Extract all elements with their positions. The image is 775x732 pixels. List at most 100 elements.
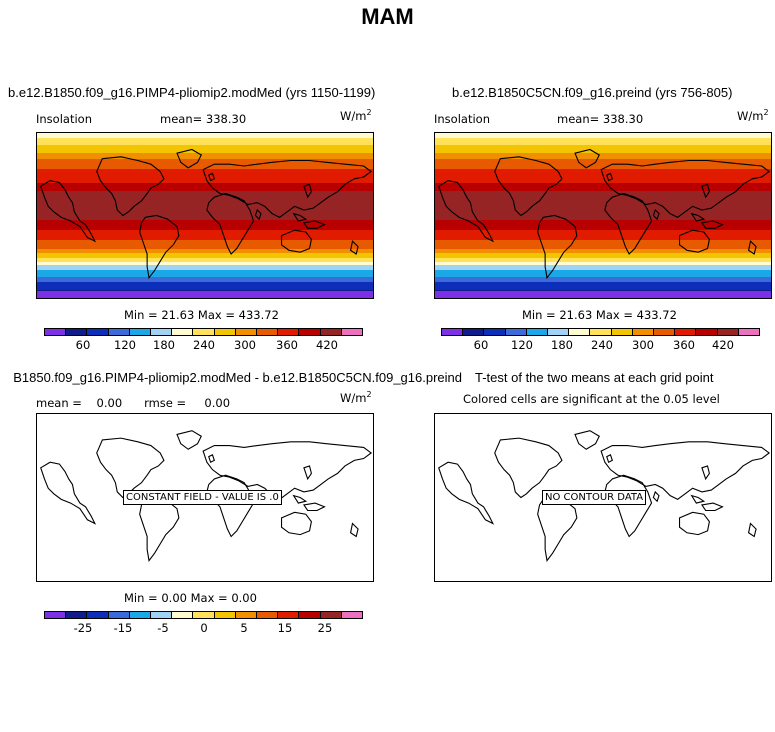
coastline-path [351, 523, 358, 536]
coastline-path [680, 230, 710, 252]
coastline-path [351, 241, 358, 254]
panel3-units: W/m2 [340, 390, 372, 405]
coastline-outline [37, 133, 373, 298]
coastline-path [653, 492, 659, 501]
colorbar-swatch [504, 328, 527, 336]
colorbar-swatch [44, 328, 67, 336]
colorbar-swatch [107, 328, 130, 336]
colorbar-swatch [653, 328, 676, 336]
insolation-band [37, 281, 373, 291]
coastline-path [439, 181, 493, 241]
insolation-band [37, 269, 373, 278]
colorbar-swatch [277, 328, 300, 336]
colorbar-swatch [610, 328, 633, 336]
panel1-title: b.e12.B1850.f09_g16.PIMP4-pliomip2.modMe… [8, 85, 376, 100]
coastline-path [203, 161, 371, 218]
colorbar-swatch [547, 328, 570, 336]
colorbar-swatch [674, 328, 697, 336]
coastline-path [495, 438, 562, 497]
insolation-band [37, 253, 373, 260]
panel1-tick: 120 [114, 338, 136, 352]
coastline-path [207, 475, 254, 536]
panel3-constant-field-label: CONSTANT FIELD - VALUE IS .0 [123, 490, 282, 505]
insolation-band [435, 291, 771, 298]
coastline-path [607, 455, 613, 462]
panel2-title: b.e12.B1850C5CN.f09_g16.preind (yrs 756-… [452, 85, 733, 100]
insolation-band [435, 133, 771, 139]
panel1-tick: 180 [153, 338, 175, 352]
panel1-tick: 60 [75, 338, 91, 352]
coastline-path [294, 214, 306, 221]
coastline-path [702, 466, 709, 479]
panel1-tick: 240 [193, 338, 215, 352]
coastline-path [495, 157, 562, 216]
coastline-path [605, 475, 652, 536]
coastline-path [749, 523, 756, 536]
insolation-band [435, 152, 771, 161]
colorbar-swatch [150, 611, 173, 619]
coastline-path [255, 210, 261, 219]
panel2-colorbar [441, 328, 761, 336]
panel2-minmax: Min = 21.63 Max = 433.72 [522, 308, 677, 322]
insolation-band [435, 144, 771, 154]
colorbar-swatch [277, 611, 300, 619]
coastline-path [538, 216, 577, 278]
coastline-path [209, 173, 215, 180]
colorbar-swatch [256, 611, 279, 619]
insolation-band [435, 265, 771, 271]
coastline-path [209, 455, 215, 462]
panel2-tick: 360 [673, 338, 695, 352]
coastline-path [605, 194, 652, 255]
colorbar-swatch [298, 611, 321, 619]
coastline-path [140, 498, 179, 561]
panel4-title: T-test of the two means at each grid poi… [475, 370, 714, 385]
insolation-band [435, 281, 771, 291]
insolation-band [37, 144, 373, 154]
insolation-band [435, 230, 771, 242]
insolation-band [37, 289, 373, 293]
coastline-path [41, 181, 95, 241]
page-title: MAM [361, 4, 414, 29]
colorbar-swatch [631, 328, 655, 336]
insolation-band [37, 137, 373, 146]
insolation-band [435, 220, 771, 232]
insolation-band [435, 253, 771, 260]
colorbar-swatch [171, 611, 194, 619]
coastline-path [203, 442, 371, 500]
colorbar-swatch [319, 328, 342, 336]
coastline-path [177, 431, 201, 450]
panel1-mean-label: mean= 338.30 [160, 112, 247, 126]
coastline-path [680, 512, 710, 534]
colorbar-swatch [298, 328, 321, 336]
colorbar-swatch [737, 328, 761, 336]
colorbar-swatch [86, 611, 109, 619]
colorbar-swatch [128, 611, 152, 619]
colorbar-swatch [483, 328, 506, 336]
colorbar-swatch [44, 611, 67, 619]
colorbar-swatch [256, 328, 279, 336]
insolation-band [37, 152, 373, 161]
colorbar-swatch [462, 328, 485, 336]
insolation-band [435, 261, 771, 266]
insolation-band [37, 265, 373, 271]
colorbar-swatch [568, 328, 591, 336]
insolation-band [37, 258, 373, 263]
coastline-path [575, 150, 599, 168]
coastline-outline [435, 133, 771, 298]
panel1-colorbar [44, 328, 364, 336]
panel1-map [36, 132, 374, 299]
insolation-band [37, 240, 373, 250]
panel4-no-data-label: NO CONTOUR DATA [542, 490, 647, 505]
colorbar-swatch [234, 611, 258, 619]
coastline-path [607, 173, 613, 180]
insolation-band [435, 269, 771, 278]
coastline-path [601, 161, 769, 218]
colorbar-swatch [128, 328, 152, 336]
coastline-path [282, 230, 312, 252]
coastline-path [702, 503, 723, 510]
coastline-path [304, 466, 311, 479]
coastline-path [97, 438, 164, 497]
insolation-band [435, 276, 771, 283]
coastline-path [439, 462, 493, 523]
coastline-path [653, 210, 659, 219]
